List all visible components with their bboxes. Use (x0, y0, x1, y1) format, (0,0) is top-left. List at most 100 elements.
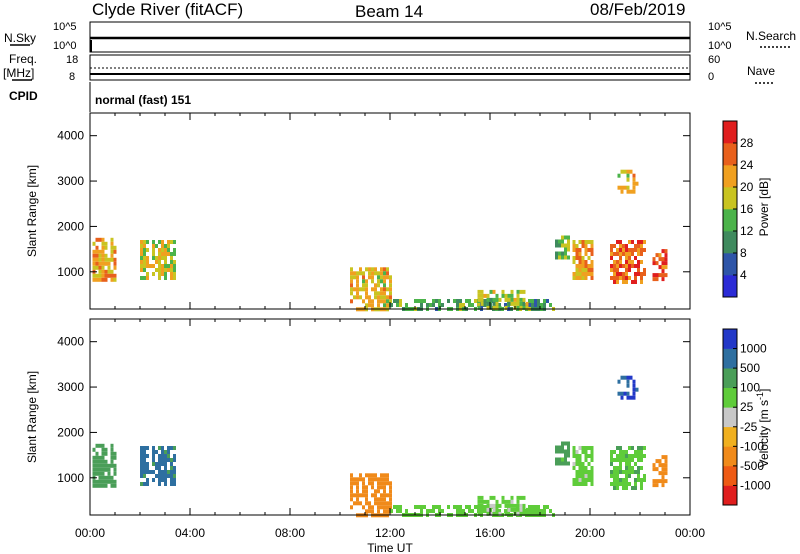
velocity-cell (110, 455, 114, 460)
velocity-cell (507, 507, 511, 512)
power-cell (146, 256, 149, 260)
power-cell (353, 271, 356, 276)
velocity-cell (396, 505, 399, 509)
power-cell (584, 244, 588, 248)
velocity-cell (377, 477, 380, 482)
power-cell (635, 181, 639, 186)
velocity-cell (632, 387, 636, 392)
velocity-cell (167, 458, 170, 462)
power-cell (95, 245, 99, 250)
velocity-cell (389, 485, 392, 490)
power-cell (510, 293, 514, 298)
power-cell (501, 289, 505, 294)
power-cell (561, 255, 564, 260)
power-cell (658, 273, 662, 278)
power-cell (486, 297, 490, 302)
power-cell (629, 189, 633, 194)
power-cell (626, 185, 630, 190)
power-cell (664, 261, 668, 266)
velocity-cell (486, 499, 490, 504)
time-tick-label: 20:00 (575, 526, 605, 540)
power-cell (371, 275, 374, 280)
velocity-cell (164, 466, 167, 470)
velocity-colorbar-tick-label: 25 (740, 400, 754, 414)
velocity-cell (613, 474, 616, 478)
velocity-cell (380, 485, 383, 490)
velocity-cell (110, 451, 114, 456)
velocity-cell (380, 505, 383, 510)
power-cell (92, 265, 96, 270)
power-cell (374, 271, 377, 276)
velocity-cell (492, 511, 496, 516)
velocity-cell (113, 467, 117, 472)
power-cell (613, 264, 616, 268)
velocity-cell (655, 483, 659, 488)
power-cell (486, 305, 490, 310)
power-cell (98, 253, 102, 258)
power-cell (661, 277, 665, 282)
velocity-cell (477, 503, 481, 508)
power-cell (95, 253, 99, 258)
velocity-cell (519, 503, 523, 508)
power-cell (619, 256, 622, 260)
power-cell (95, 257, 99, 262)
power-cell (581, 268, 585, 272)
velocity-cell (140, 458, 143, 462)
power-cell (101, 237, 105, 242)
power-cell (626, 189, 630, 194)
velocity-cell (655, 459, 659, 464)
power-cell (101, 241, 105, 246)
velocity-cell (95, 471, 99, 476)
power-cell (575, 256, 579, 260)
velocity-cell (95, 463, 99, 468)
velocity-cell (353, 477, 356, 482)
power-cell (628, 260, 631, 264)
power-data-cells (92, 169, 668, 312)
velocity-cell (441, 509, 444, 513)
velocity-cell (377, 497, 380, 502)
velocity-cell (101, 447, 105, 452)
power-cell (389, 275, 392, 280)
power-cell (564, 235, 567, 240)
power-cell (110, 241, 114, 246)
velocity-cell (581, 446, 585, 450)
velocity-cell (587, 462, 591, 466)
velocity-cell (661, 463, 665, 468)
power-colorbar-label: Power [dB] (757, 178, 771, 237)
power-cell (390, 303, 393, 307)
power-cell (383, 267, 386, 272)
velocity-cell (164, 474, 167, 478)
power-cell (610, 256, 613, 260)
power-cell (140, 260, 143, 264)
power-cell (590, 276, 594, 280)
power-cell (92, 241, 96, 246)
power-cell (110, 237, 114, 242)
power-cell (353, 287, 356, 292)
power-cell (380, 275, 383, 280)
velocity-cell (637, 478, 640, 482)
power-cell (661, 273, 665, 278)
power-cell (386, 287, 389, 292)
velocity-cell (143, 458, 146, 462)
power-cell (637, 248, 640, 252)
velocity-cell (643, 478, 646, 482)
power-cell (658, 253, 662, 258)
power-cell (170, 260, 173, 264)
velocity-cell (173, 482, 176, 486)
velocity-cell (619, 470, 622, 474)
nave-tick-top: 60 (708, 54, 720, 66)
velocity-cell (107, 463, 111, 468)
velocity-cell (359, 493, 362, 498)
power-panel: 4000 3000 2000 1000 Slant Range [km] 28 24 20… (25, 112, 771, 312)
velocity-cell (474, 505, 477, 509)
velocity-cell (561, 457, 564, 462)
power-cell (152, 240, 155, 244)
velocity-cell (578, 470, 582, 474)
velocity-cell (155, 462, 158, 466)
velocity-cell (637, 454, 640, 458)
power-cell (587, 256, 591, 260)
nsearch-tick-top: 10^5 (708, 21, 732, 33)
velocity-cell (625, 470, 628, 474)
freq-unit-label: [MHz] (3, 66, 34, 80)
velocity-cell (622, 478, 625, 482)
